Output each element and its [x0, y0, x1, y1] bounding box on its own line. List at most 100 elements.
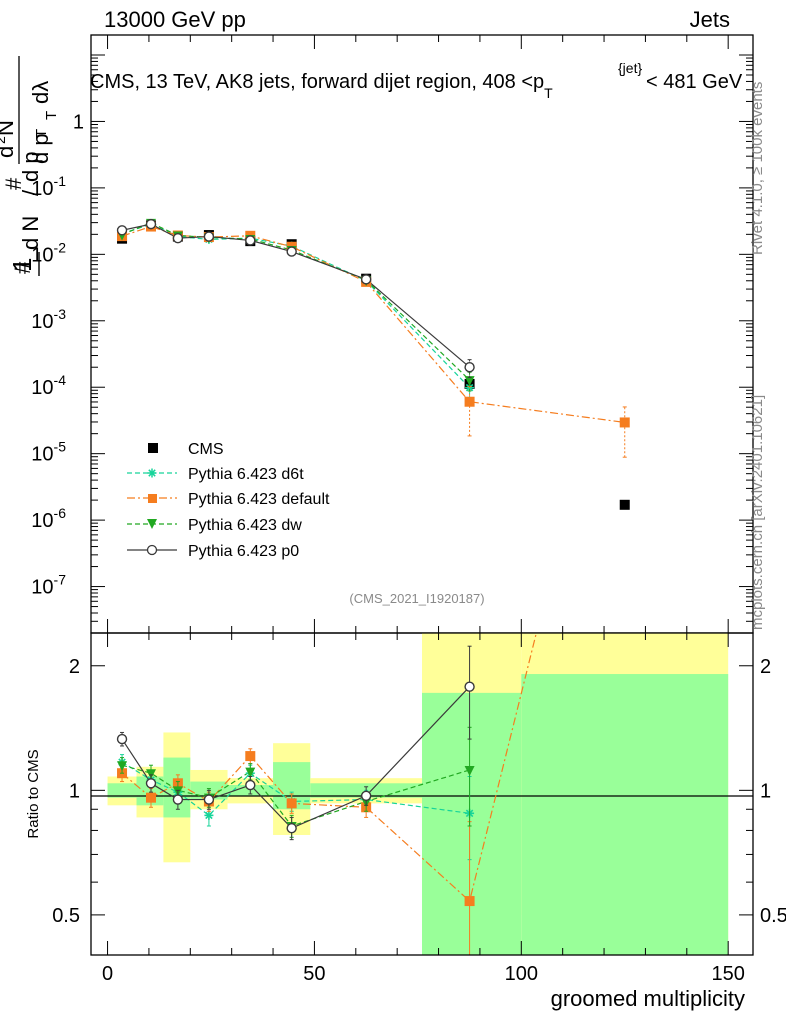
tick-base: 10 [31, 577, 53, 599]
ratio-point-p0 [360, 790, 372, 802]
ratio-y-label: Ratio to CMS [25, 749, 42, 838]
ratio-point-p0 [286, 823, 297, 834]
band-green-bin [422, 692, 522, 955]
main-y-label: 1 [7, 252, 40, 276]
main-y-label-lower: d p T dλ [28, 81, 60, 164]
tick-exp: -3 [54, 306, 67, 322]
ylabel-d2N-N: N [0, 120, 18, 136]
point-dw [464, 376, 475, 387]
point-p0 [145, 218, 157, 230]
mcplots-label: mcplots.cern.ch [arXiv:2401.10621] [749, 395, 766, 630]
ylabel-lambda: dλ [28, 81, 53, 104]
tick-base: 10 [31, 377, 53, 399]
main-y-label-text: # d N / d p T [10, 129, 50, 274]
ylabel-hash-1: # [10, 261, 35, 274]
main-ytick-label: 10-5 [31, 439, 66, 466]
point-default [464, 396, 475, 407]
tick-exp: -7 [54, 572, 67, 588]
legend-label-default: Pythia 6.423 default [188, 491, 330, 508]
main-ytick-label: 10-1 [31, 173, 66, 200]
ylabel-slash: / [18, 189, 43, 196]
legend-entry-p0: Pythia 6.423 p0 [127, 543, 299, 560]
x-tick-label: 100 [505, 963, 538, 985]
ratio-point-default [620, 273, 630, 283]
plot-title: CMS, 13 TeV, AK8 jets, forward dijet reg… [90, 71, 553, 101]
header-category: Jets [690, 7, 730, 32]
ratio-ytick-label-right: 2 [760, 656, 771, 678]
ratio-ytick-label: 1 [69, 780, 80, 802]
tick-base: 10 [31, 178, 53, 200]
ratio-point-p0 [245, 779, 256, 791]
legend-marker-default [148, 494, 157, 503]
tick-exp: -5 [54, 439, 67, 455]
ratio-point-p0 [203, 794, 215, 805]
rivet-version-label: Rivet 4.1.0, ≥ 100k events [749, 82, 766, 255]
ratio-point-dw [117, 761, 128, 772]
tick-base: 10 [31, 444, 53, 466]
legend-entry-d6t: Pythia 6.423 d6t [127, 466, 304, 483]
ratio-series-markers [116, 273, 630, 955]
ylabel-one: 1 [7, 258, 37, 272]
ratio-line-d6t [121, 761, 470, 817]
x-tick-label: 50 [303, 963, 325, 985]
point-p0 [172, 232, 184, 244]
main-series-lines [121, 222, 625, 424]
ratio-point-p0 [172, 794, 184, 805]
title-sub: T [544, 85, 553, 101]
ylabel-dl-sub: T [43, 111, 60, 120]
main-ytick-label: 10-3 [31, 306, 66, 333]
ratio-point-dw [464, 765, 475, 776]
main-ytick-label: 1 [73, 111, 84, 133]
ratio-point-dw [145, 769, 156, 780]
legend-marker-p0 [146, 544, 158, 556]
ylabel-dp: d p [18, 151, 43, 182]
point-p0 [360, 274, 372, 285]
main-ytick-label: 10-2 [31, 239, 66, 266]
point-p0 [464, 362, 475, 373]
ratio-ytick-label: 0.5 [52, 905, 80, 927]
x-tick-label: 150 [711, 963, 744, 985]
ratio-ytick-label-right: 1 [760, 780, 771, 802]
ratio-line-p0 [121, 686, 471, 829]
legend-marker-cms [148, 443, 158, 453]
legend-entry-dw: Pythia 6.423 dw [127, 517, 302, 534]
ratio-point-p0 [464, 681, 475, 692]
point-p0 [286, 246, 297, 257]
main-ytick-label: 10-6 [31, 505, 66, 532]
ylabel-dN: d N [18, 216, 43, 250]
legend: CMS Pythia 6.423 d6t Pythia 6.423 defaul… [127, 441, 330, 560]
ratio-uncertainty-bands [107, 633, 729, 955]
ratio-point-p0 [145, 778, 157, 789]
tick-base: 10 [31, 311, 53, 333]
analysis-watermark: (CMS_2021_I1920187) [349, 591, 484, 606]
tick-exp: -2 [54, 239, 67, 255]
point-p0 [116, 225, 128, 236]
ylabel-d2N-d: d [0, 146, 18, 158]
legend-label-dw: Pythia 6.423 dw [188, 517, 302, 534]
legend-marker-dw [147, 519, 157, 529]
main-y-label-upper: # d 2 N [0, 56, 26, 190]
tick-base: 10 [31, 244, 53, 266]
ratio-point-default [245, 751, 256, 762]
title-sup: {jet} [618, 60, 642, 76]
header-process: 13000 GeV pp [104, 7, 246, 32]
legend-label-cms: CMS [188, 441, 224, 458]
ratio-point-default [286, 798, 297, 809]
ratio-axes: 0.5 0.5 1 1 2 2 0 50 100 150 [52, 633, 786, 985]
ylabel-dpT-sub: T [33, 129, 50, 138]
ratio-plot-frame [90, 632, 754, 956]
point-p0 [203, 231, 215, 242]
main-ytick-label: 10-7 [31, 572, 66, 599]
tick-base: 10 [31, 510, 53, 532]
legend-label-p0: Pythia 6.423 p0 [188, 543, 299, 560]
tick-exp: -6 [54, 505, 67, 521]
ylabel-d2N-sq: 2 [0, 136, 8, 144]
main-y-axis: 110-110-210-310-410-510-610-7 [31, 34, 753, 634]
tick-exp: -4 [54, 372, 67, 388]
ratio-ytick-label: 2 [69, 656, 80, 678]
x-tick-label: 0 [102, 963, 113, 985]
ratio-ytick-label-right: 0.5 [760, 905, 786, 927]
ylabel-dl: d p [28, 133, 53, 164]
series-line-default [121, 225, 625, 424]
band-green-bin [521, 674, 729, 955]
